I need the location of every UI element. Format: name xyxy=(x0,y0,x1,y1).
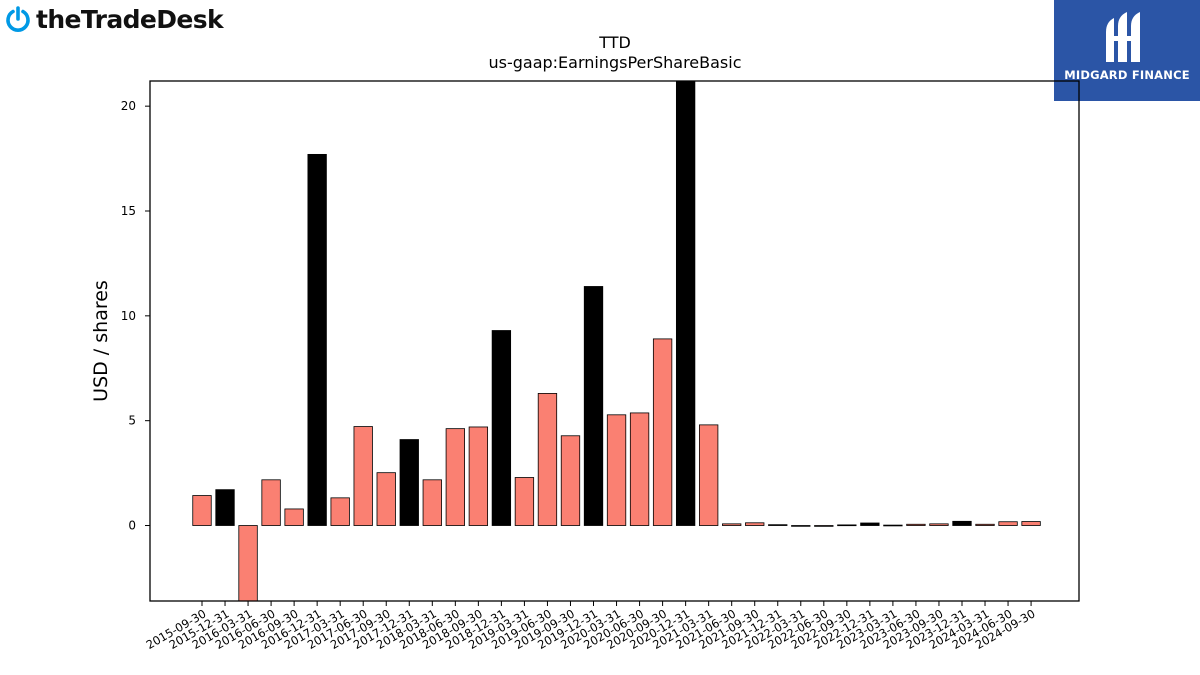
y-tick-label: 10 xyxy=(121,309,136,323)
bar-2018-03-31 xyxy=(422,479,442,526)
bar-2015-12-31 xyxy=(215,489,235,526)
bar-2024-03-31 xyxy=(975,523,995,526)
bar-2018-09-30 xyxy=(468,426,489,526)
bar-2021-12-31 xyxy=(768,524,788,526)
tradedesk-logo-text: theTradeDesk xyxy=(36,4,224,34)
bar-2023-12-31 xyxy=(952,520,972,526)
bar-2017-12-31 xyxy=(399,439,419,526)
midgard-finance-logo-text: MIDGARD FINANCE xyxy=(1064,68,1190,82)
midgard-mark-icon xyxy=(1106,12,1140,62)
bar-2016-12-31 xyxy=(307,153,327,526)
bar-2023-06-30 xyxy=(906,523,926,526)
bar-2023-03-31 xyxy=(883,524,903,527)
bar-2017-03-31 xyxy=(330,497,350,526)
chart-title: TTD xyxy=(598,33,631,52)
bar-2020-03-31 xyxy=(606,414,627,526)
bar-2019-09-30 xyxy=(560,435,581,526)
y-tick-label: 0 xyxy=(128,519,136,533)
y-tick-label: 20 xyxy=(121,99,136,113)
bar-2017-06-30 xyxy=(353,426,373,526)
bars-group xyxy=(192,80,1041,602)
bar-2021-06-30 xyxy=(722,523,742,526)
bar-2022-09-30 xyxy=(837,524,857,527)
bar-2019-12-31 xyxy=(583,286,604,526)
bar-2019-03-31 xyxy=(514,477,535,526)
bar-2024-06-30 xyxy=(998,521,1018,526)
bar-2022-06-30 xyxy=(814,525,834,527)
y-axis-label: USD / shares xyxy=(90,280,112,402)
bar-2022-12-31 xyxy=(860,522,880,526)
bar-2020-06-30 xyxy=(629,412,650,526)
bar-2015-09-30 xyxy=(192,495,212,526)
bar-2017-09-30 xyxy=(376,472,396,526)
y-tick-label: 5 xyxy=(128,414,136,428)
bar-2016-03-31 xyxy=(238,525,258,602)
tradedesk-logo: theTradeDesk xyxy=(4,2,224,36)
y-tick-label: 15 xyxy=(121,204,136,218)
y-axis: 0 5 10 15 20 xyxy=(121,99,150,533)
bar-2021-09-30 xyxy=(745,522,765,526)
bar-2018-06-30 xyxy=(445,428,465,526)
bar-2018-12-31 xyxy=(491,330,512,526)
chart-subtitle: us-gaap:EarningsPerShareBasic xyxy=(488,53,741,72)
bar-2023-09-30 xyxy=(929,523,949,526)
bar-2016-09-30 xyxy=(284,508,304,526)
power-icon xyxy=(6,6,30,32)
plot-frame xyxy=(149,80,1080,602)
midgard-finance-logo: MIDGARD FINANCE xyxy=(1054,0,1200,101)
x-axis: 2015-09-302015-12-312016-03-312016-06-30… xyxy=(144,601,1038,652)
bar-2024-09-30 xyxy=(1021,521,1041,526)
bar-2020-09-30 xyxy=(652,338,673,526)
bar-2020-12-31 xyxy=(675,80,696,526)
bar-2016-06-30 xyxy=(261,479,281,526)
bar-2019-06-30 xyxy=(537,393,558,526)
bar-2021-03-31 xyxy=(699,424,719,526)
bar-2022-03-31 xyxy=(791,525,811,527)
